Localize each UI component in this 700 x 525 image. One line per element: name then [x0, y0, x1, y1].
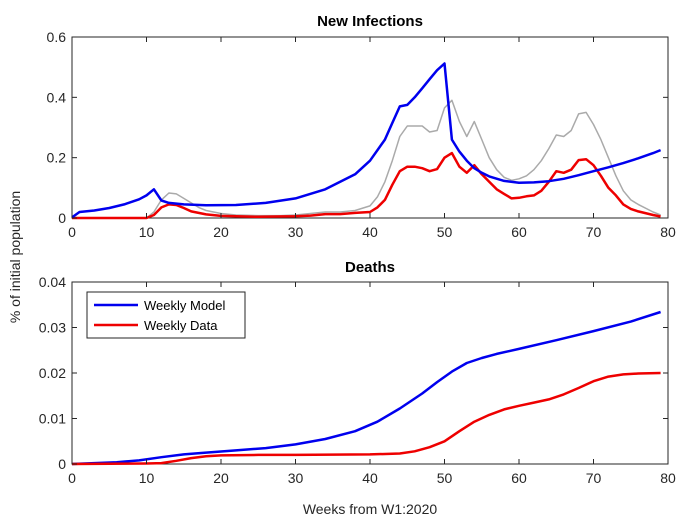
- infections-y-tick-label: 0.4: [47, 89, 67, 105]
- new-infections-ticks: 0 10 20 30 40 50 60 70 80 0 0.2 0.4 0.6: [47, 29, 676, 240]
- deaths-y-tick-label: 0.02: [39, 365, 66, 381]
- new-infections-title: New Infections: [317, 13, 423, 30]
- deaths-x-tick-label: 40: [362, 470, 378, 486]
- deaths-y-tick-label: 0.01: [39, 411, 66, 427]
- infections-y-tick-label: 0.6: [47, 29, 67, 45]
- legend-label-model: Weekly Model: [144, 298, 226, 313]
- deaths-series-line-0: [71, 310, 661, 466]
- infections-y-tick-label: 0.2: [47, 150, 67, 166]
- infections-x-tick-label: 80: [660, 224, 676, 240]
- deaths-x-tick-label: 50: [437, 470, 453, 486]
- deaths-lines: [71, 310, 661, 466]
- deaths-y-tick-label: 0.03: [39, 320, 66, 336]
- legend: Weekly Model Weekly Data: [86, 291, 246, 339]
- infections-x-tick-label: 30: [288, 224, 304, 240]
- new-infections-panel: 0 10 20 30 40 50 60 70 80 0 0.2 0.4 0.6 New Infectio…: [47, 13, 676, 240]
- infections-x-tick-label: 0: [68, 224, 76, 240]
- infections-x-tick-label: 10: [139, 224, 155, 240]
- infections-x-tick-label: 70: [586, 224, 602, 240]
- infections-series-line-2: [71, 62, 662, 219]
- deaths-x-tick-label: 60: [511, 470, 527, 486]
- deaths-y-tick-label: 0: [58, 456, 66, 472]
- deaths-x-tick-label: 0: [68, 470, 76, 486]
- deaths-y-tick-label: 0.04: [39, 274, 66, 290]
- infections-x-tick-label: 50: [437, 224, 453, 240]
- x-axis-label: Weeks from W1:2020: [303, 501, 438, 517]
- deaths-x-tick-label: 70: [586, 470, 602, 486]
- deaths-series-line-1: [71, 371, 661, 466]
- new-infections-plot-area: [71, 36, 669, 219]
- legend-box: [86, 291, 246, 339]
- deaths-x-tick-label: 20: [213, 470, 229, 486]
- infections-x-tick-label: 20: [213, 224, 229, 240]
- infections-x-tick-label: 60: [511, 224, 527, 240]
- deaths-x-tick-label: 80: [660, 470, 676, 486]
- deaths-x-tick-label: 10: [139, 470, 155, 486]
- deaths-panel: 0 10 20 30 40 50 60 70 80 0 0.01 0.02 0.03 0.04 Death…: [39, 259, 676, 486]
- deaths-ticks: 0 10 20 30 40 50 60 70 80 0 0.01 0.02 0.03 0.04: [39, 274, 676, 486]
- deaths-x-tick-label: 30: [288, 470, 304, 486]
- y-axis-label: % of initial population: [7, 191, 23, 323]
- infections-x-tick-label: 40: [362, 224, 378, 240]
- infections-series-line-0: [72, 99, 661, 219]
- legend-label-data: Weekly Data: [144, 318, 218, 333]
- deaths-title: Deaths: [345, 259, 395, 276]
- infections-y-tick-label: 0: [58, 210, 66, 226]
